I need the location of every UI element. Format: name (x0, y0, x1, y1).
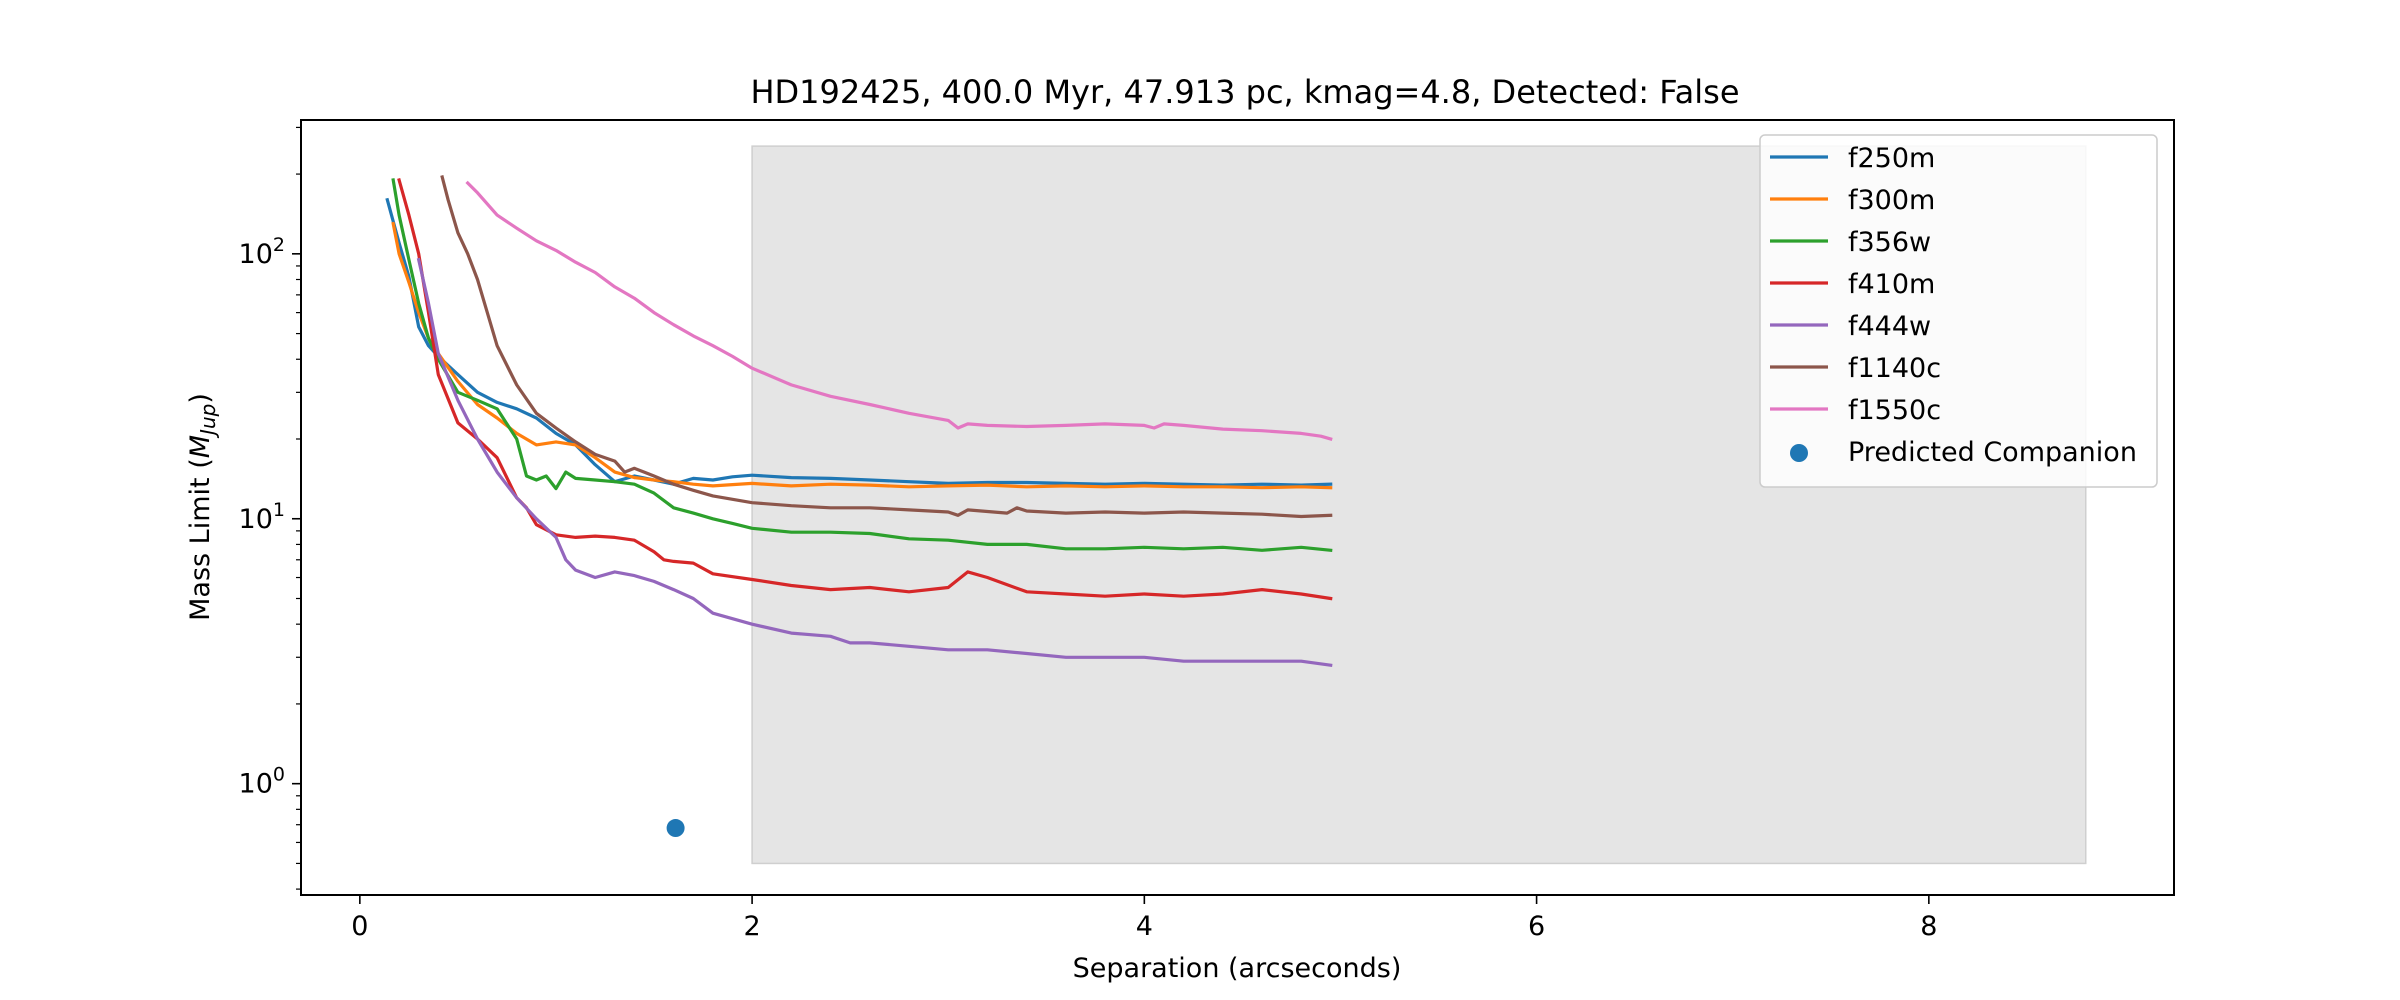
series-line-f1550c (465, 180, 1333, 441)
chart-title: HD192425, 400.0 Myr, 47.913 pc, kmag=4.8… (750, 73, 1739, 111)
legend-label-f250m: f250m (1848, 143, 1935, 174)
x-tick-label: 8 (1920, 911, 1937, 942)
x-tick-label: 2 (743, 911, 760, 942)
scatter-point-predicted-companion (666, 819, 685, 838)
legend-label-f300m: f300m (1848, 185, 1935, 216)
legend-label-f410m: f410m (1848, 269, 1935, 300)
legend: f250m f300m f356w f410m f444w f1140c f1550c Pre… (1759, 134, 2158, 488)
y-axis-label: Mass Limit (MJup) (185, 393, 220, 621)
x-tick-label: 4 (1136, 911, 1153, 942)
y-axis-label-text: Mass Limit (185, 477, 216, 621)
series-line-f300m (391, 221, 1333, 490)
axes-frame (300, 119, 2175, 896)
y-tick-label: 101 (239, 499, 285, 535)
legend-label-predicted-companion: Predicted Companion (1848, 437, 2137, 468)
series-line-f250m (385, 197, 1333, 487)
x-tick-label: 6 (1528, 911, 1545, 942)
series-line-f1140c (440, 175, 1333, 519)
legend-label-f1140c: f1140c (1848, 353, 1941, 384)
legend-label-f444w: f444w (1848, 311, 1931, 342)
y-tick-label: 100 (239, 764, 285, 800)
x-tick-label: 0 (351, 911, 368, 942)
legend-label-f1550c: f1550c (1848, 395, 1941, 426)
legend-frame (1759, 134, 2158, 488)
series-line-f356w (391, 178, 1333, 553)
x-axis-label: Separation (arcseconds) (1073, 953, 1402, 984)
legend-swatch-predicted-companion (1790, 444, 1808, 462)
y-tick-label: 102 (239, 234, 285, 270)
y-axis-label-math-sub: Jup (196, 404, 220, 439)
series-line-f444w (416, 257, 1333, 668)
axis-ticks: 0 2 4 6 8 100 101 102 (239, 126, 1937, 942)
legend-label-f356w: f356w (1848, 227, 1931, 258)
y-axis-label-math-base: M (185, 435, 216, 458)
